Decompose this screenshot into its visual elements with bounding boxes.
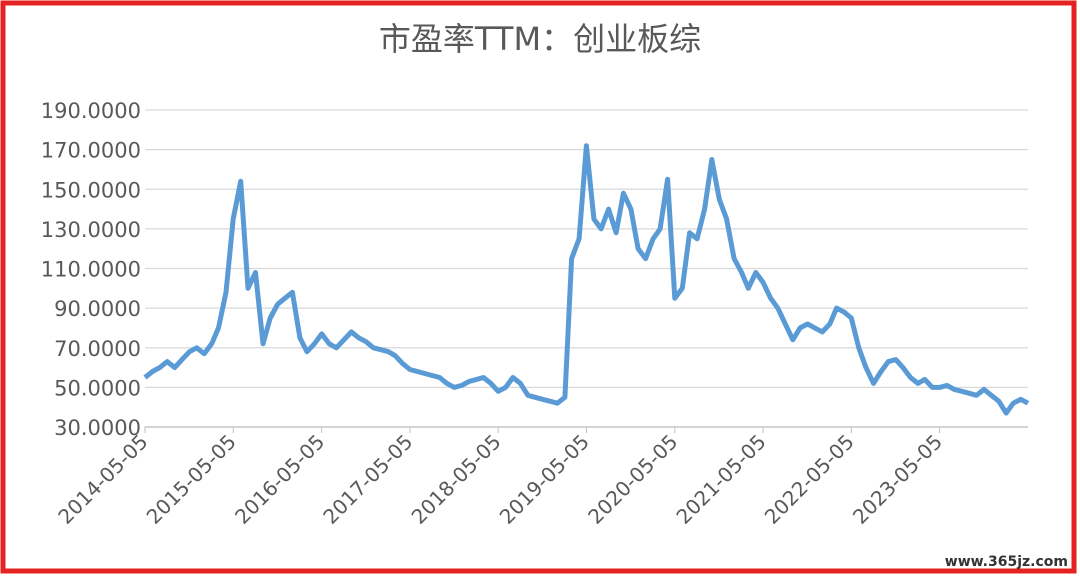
y-tick-label: 110.0000	[41, 258, 141, 282]
x-tick-label: 2020-05-05	[583, 430, 682, 529]
x-tick-label: 2019-05-05	[495, 430, 594, 529]
chart-title: 市盈率TTM：创业板综	[379, 20, 701, 58]
y-tick-label: 190.0000	[41, 99, 141, 123]
x-tick-label: 2018-05-05	[407, 430, 506, 529]
y-tick-label: 150.0000	[41, 178, 141, 202]
x-tick-label: 2022-05-05	[760, 430, 859, 529]
y-tick-label: 170.0000	[41, 139, 141, 163]
x-tick-label: 2021-05-05	[671, 430, 770, 529]
line-series	[143, 143, 1030, 416]
y-tick-label: 70.0000	[54, 337, 141, 361]
x-tick-label: 2023-05-05	[848, 430, 947, 529]
y-tick-label: 50.0000	[54, 376, 141, 400]
y-tick-label: 30.0000	[54, 416, 141, 440]
x-tick-label: 2016-05-05	[230, 430, 329, 529]
x-tick-label: 2017-05-05	[318, 430, 417, 529]
y-tick-label: 130.0000	[41, 218, 141, 242]
y-tick-label: 90.0000	[54, 297, 141, 321]
x-tick-label: 2014-05-05	[53, 430, 152, 529]
x-tick-label: 2015-05-05	[142, 430, 241, 529]
watermark: www.365jz.com	[945, 554, 1068, 570]
